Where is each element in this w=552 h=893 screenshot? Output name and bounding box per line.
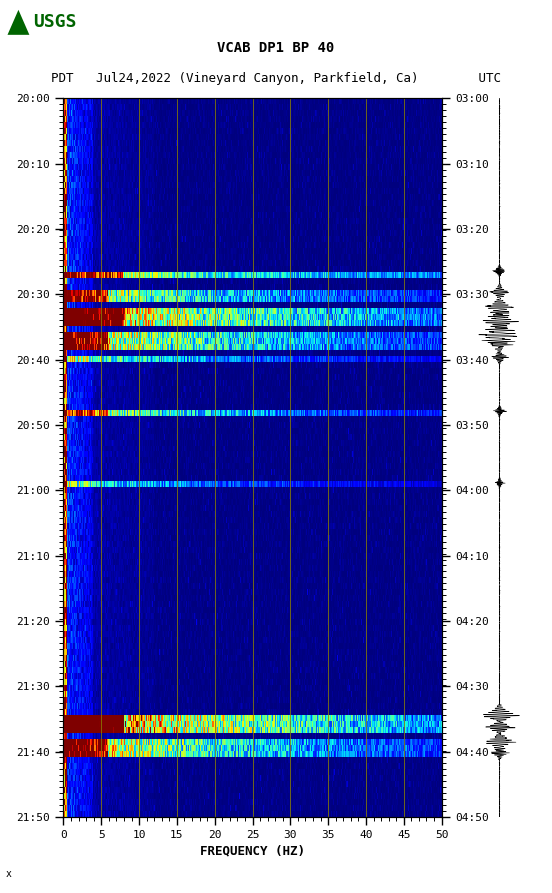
Text: PDT   Jul24,2022 (Vineyard Canyon, Parkfield, Ca)        UTC: PDT Jul24,2022 (Vineyard Canyon, Parkfie… xyxy=(51,71,501,85)
X-axis label: FREQUENCY (HZ): FREQUENCY (HZ) xyxy=(200,845,305,857)
Polygon shape xyxy=(8,10,29,35)
Text: x: x xyxy=(6,870,12,880)
Text: VCAB DP1 BP 40: VCAB DP1 BP 40 xyxy=(217,41,335,55)
Text: USGS: USGS xyxy=(33,13,77,31)
